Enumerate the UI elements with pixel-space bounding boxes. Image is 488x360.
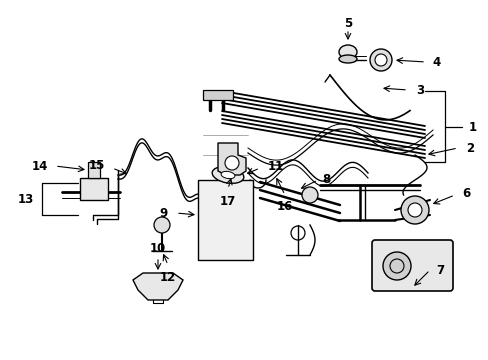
Text: 3: 3 <box>415 84 423 96</box>
Bar <box>80 178 108 200</box>
Text: 16: 16 <box>276 200 293 213</box>
Text: 7: 7 <box>435 264 443 276</box>
Text: 6: 6 <box>461 186 469 199</box>
Text: 15: 15 <box>88 158 105 171</box>
Ellipse shape <box>338 55 356 63</box>
Polygon shape <box>198 180 252 260</box>
Ellipse shape <box>374 54 386 66</box>
Circle shape <box>382 252 410 280</box>
Text: 1: 1 <box>468 121 476 134</box>
Bar <box>88 162 100 178</box>
Circle shape <box>224 156 239 170</box>
Text: 11: 11 <box>267 159 284 172</box>
Ellipse shape <box>338 45 356 59</box>
Text: 8: 8 <box>321 172 329 185</box>
Text: 9: 9 <box>160 207 168 220</box>
Polygon shape <box>218 143 245 175</box>
Text: 5: 5 <box>343 17 351 30</box>
Ellipse shape <box>369 49 391 71</box>
Ellipse shape <box>212 167 244 183</box>
Text: 13: 13 <box>18 193 34 206</box>
Ellipse shape <box>221 171 234 179</box>
FancyBboxPatch shape <box>371 240 452 291</box>
Text: 12: 12 <box>160 271 176 284</box>
Circle shape <box>154 217 170 233</box>
Text: 4: 4 <box>431 55 439 68</box>
Bar <box>203 90 232 100</box>
Circle shape <box>400 196 428 224</box>
Text: 14: 14 <box>32 159 48 172</box>
Text: 2: 2 <box>465 141 473 154</box>
Circle shape <box>407 203 421 217</box>
Polygon shape <box>133 273 183 300</box>
Circle shape <box>302 187 317 203</box>
Text: 17: 17 <box>220 195 236 208</box>
Text: 10: 10 <box>149 243 166 256</box>
